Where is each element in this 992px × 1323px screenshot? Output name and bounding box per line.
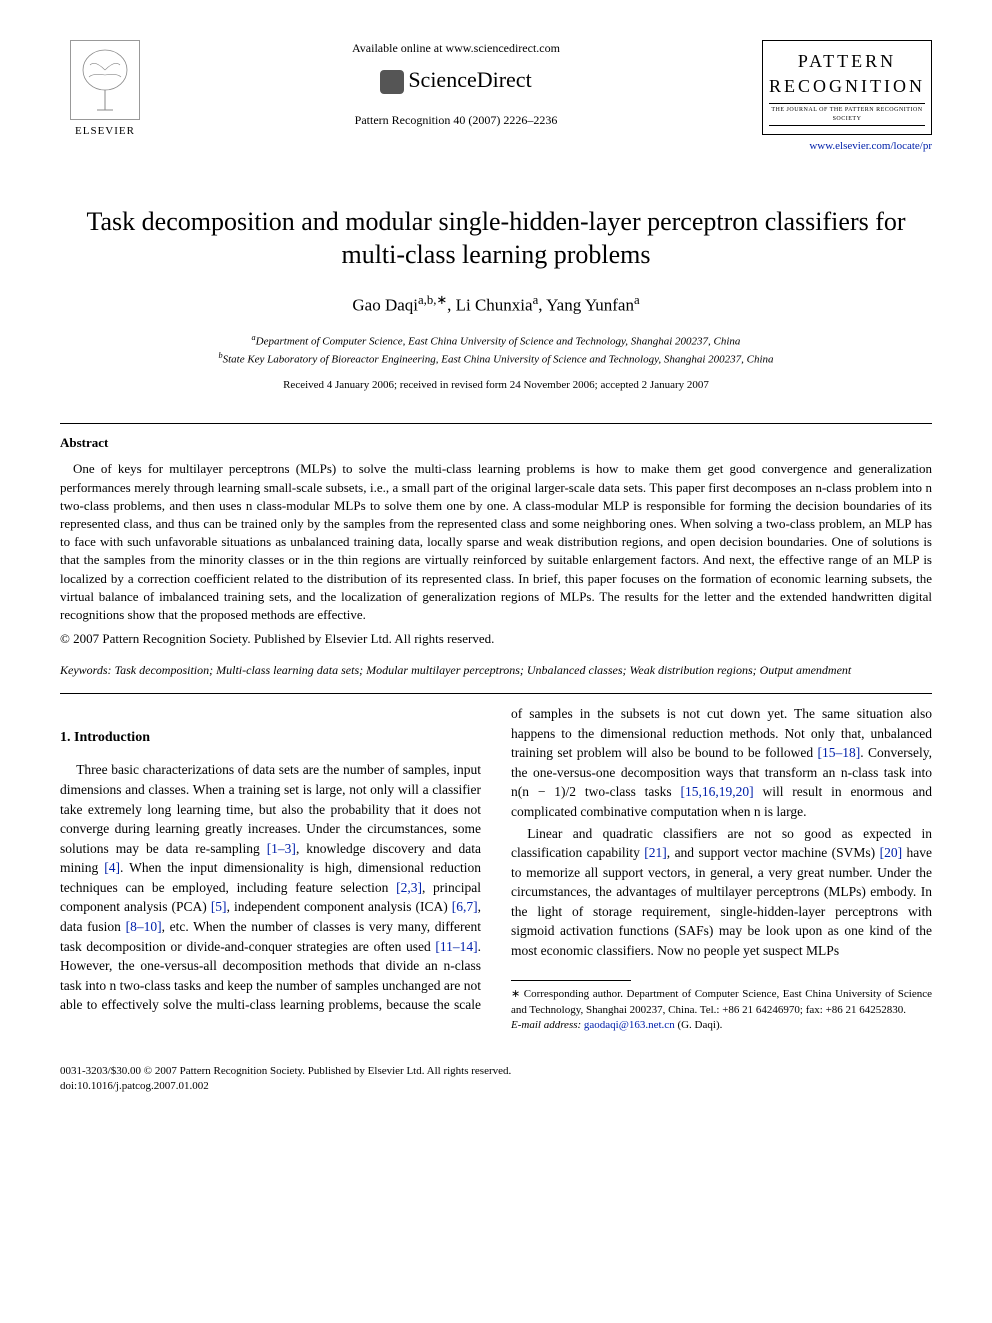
footer-doi: doi:10.1016/j.patcog.2007.01.002 <box>60 1079 932 1094</box>
footnote-email-suffix: (G. Daqi). <box>677 1019 722 1031</box>
ref-link-6-7[interactable]: [6,7] <box>452 899 478 914</box>
ref-link-4[interactable]: [4] <box>104 860 120 875</box>
rule-above-abstract <box>60 423 932 424</box>
author-2-affil: a <box>533 293 539 307</box>
journal-url-link[interactable]: www.elsevier.com/locate/pr <box>762 139 932 154</box>
sciencedirect-logo: ScienceDirect <box>170 65 742 96</box>
affiliation-b: State Key Laboratory of Bioreactor Engin… <box>223 353 774 365</box>
author-1-affil: a,b,∗ <box>418 293 447 307</box>
abstract-heading: Abstract <box>60 434 932 452</box>
rule-below-keywords <box>60 693 932 694</box>
author-3-affil: a <box>634 293 640 307</box>
ref-link-5[interactable]: [5] <box>211 899 227 914</box>
footnote-email-label: E-mail address: <box>511 1019 581 1031</box>
ref-link-2-3[interactable]: [2,3] <box>396 880 422 895</box>
page-footer: 0031-3203/$30.00 © 2007 Pattern Recognit… <box>60 1064 932 1095</box>
sciencedirect-text: ScienceDirect <box>408 67 531 92</box>
footer-copyright: 0031-3203/$30.00 © 2007 Pattern Recognit… <box>60 1064 932 1079</box>
author-list: Gao Daqia,b,∗, Li Chunxiaa, Yang Yunfana <box>60 292 932 317</box>
available-online-text: Available online at www.sciencedirect.co… <box>170 40 742 57</box>
journal-reference: Pattern Recognition 40 (2007) 2226–2236 <box>170 112 742 129</box>
ref-link-21[interactable]: [21] <box>644 845 667 860</box>
intro-paragraph-2: Linear and quadratic classifiers are not… <box>511 824 932 961</box>
ref-link-11-14[interactable]: [11–14] <box>435 939 477 954</box>
elsevier-tree-icon <box>70 40 140 120</box>
ref-link-15-18[interactable]: [15–18] <box>817 745 860 760</box>
journal-subtitle: THE JOURNAL OF THE PATTERN RECOGNITION S… <box>769 103 925 126</box>
ref-link-20[interactable]: [20] <box>880 845 903 860</box>
elsevier-name: ELSEVIER <box>60 124 150 139</box>
corresponding-author-footnote: ∗ Corresponding author. Department of Co… <box>511 987 932 1033</box>
paper-header: ELSEVIER Available online at www.science… <box>60 40 932 155</box>
affiliation-a: Department of Computer Science, East Chi… <box>256 335 741 347</box>
journal-name-line2: RECOGNITION <box>769 74 925 99</box>
footnote-email-link[interactable]: gaodaqi@163.net.cn <box>584 1019 675 1031</box>
center-header: Available online at www.sciencedirect.co… <box>150 40 762 128</box>
elsevier-logo: ELSEVIER <box>60 40 150 139</box>
body-columns: 1. Introduction Three basic characteriza… <box>60 704 932 1033</box>
journal-name-line1: PATTERN <box>769 49 925 74</box>
keywords-text: Task decomposition; Multi-class learning… <box>115 663 852 677</box>
keywords: Keywords: Task decomposition; Multi-clas… <box>60 662 932 679</box>
abstract-copyright: © 2007 Pattern Recognition Society. Publ… <box>60 630 932 648</box>
author-1: Gao Daqi <box>352 296 418 315</box>
keywords-label: Keywords: <box>60 663 112 677</box>
abstract-body: One of keys for multilayer perceptrons (… <box>60 460 932 624</box>
footnote-corr-text: ∗ Corresponding author. Department of Co… <box>511 987 932 1018</box>
ref-link-1-3[interactable]: [1–3] <box>267 841 296 856</box>
author-2: Li Chunxia <box>456 296 533 315</box>
submission-dates: Received 4 January 2006; received in rev… <box>60 378 932 393</box>
ref-link-15-16-19-20[interactable]: [15,16,19,20] <box>681 784 754 799</box>
author-3: Yang Yunfan <box>546 296 634 315</box>
journal-brand-box: PATTERN RECOGNITION THE JOURNAL OF THE P… <box>762 40 932 155</box>
sciencedirect-icon <box>380 70 404 94</box>
paper-title: Task decomposition and modular single-hi… <box>60 205 932 273</box>
footnote-separator <box>511 980 631 981</box>
section-1-heading: 1. Introduction <box>60 728 481 748</box>
affiliations: aDepartment of Computer Science, East Ch… <box>60 332 932 368</box>
ref-link-8-10[interactable]: [8–10] <box>126 919 162 934</box>
